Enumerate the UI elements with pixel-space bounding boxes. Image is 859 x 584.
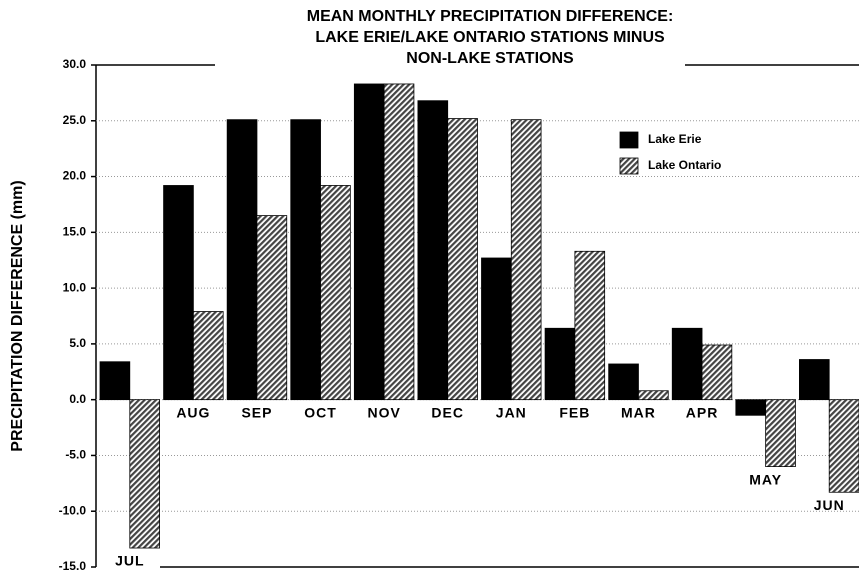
x-tick-label: JUL <box>115 553 144 569</box>
x-tick-label: AUG <box>176 404 210 420</box>
y-tick-label: 10.0 <box>63 280 87 294</box>
chart-title: MEAN MONTHLY PRECIPITATION DIFFERENCE: <box>307 8 674 25</box>
bar <box>290 119 321 401</box>
bar <box>799 359 830 401</box>
y-axis-label: PRECIPITATION DIFFERENCE (mm) <box>9 180 26 451</box>
x-tick-label: MAY <box>749 471 782 487</box>
bar <box>735 399 767 416</box>
y-tick-label: 25.0 <box>63 113 87 127</box>
bar <box>353 83 385 401</box>
bar <box>320 185 351 401</box>
bar <box>163 185 194 401</box>
y-tick-label: 30.0 <box>63 57 87 71</box>
bar <box>828 399 859 493</box>
x-tick-label: OCT <box>304 404 337 420</box>
y-tick-label: 15.0 <box>63 225 87 239</box>
bar <box>192 311 224 401</box>
x-tick-label: APR <box>686 404 719 420</box>
bar <box>574 250 606 401</box>
bar <box>447 118 478 401</box>
bar <box>481 257 512 401</box>
bar <box>671 327 703 401</box>
y-tick-label: 5.0 <box>69 336 86 350</box>
bar <box>99 361 131 401</box>
legend-label: Lake Erie <box>648 132 702 146</box>
bar <box>226 119 258 401</box>
y-tick-label: 20.0 <box>63 169 87 183</box>
y-tick-label: -5.0 <box>65 448 86 462</box>
bar <box>129 399 160 549</box>
x-tick-label: JAN <box>496 404 527 420</box>
bar <box>417 100 449 401</box>
y-tick-label: -10.0 <box>59 503 87 517</box>
bar <box>608 363 639 401</box>
chart-title: NON-LAKE STATIONS <box>406 50 574 67</box>
x-tick-label: NOV <box>367 404 400 420</box>
legend-swatch <box>619 157 639 175</box>
x-tick-label: MAR <box>621 404 656 420</box>
x-tick-label: FEB <box>559 404 590 420</box>
bar <box>256 215 288 401</box>
legend-swatch <box>619 131 639 149</box>
bar <box>544 327 576 401</box>
bar <box>765 399 796 467</box>
x-tick-label: JUN <box>814 497 845 513</box>
bar <box>701 344 733 401</box>
x-tick-label: DEC <box>431 404 464 420</box>
chart-title: LAKE ERIE/LAKE ONTARIO STATIONS MINUS <box>315 29 665 46</box>
bar <box>383 83 415 401</box>
bar <box>638 390 669 401</box>
y-tick-label: 0.0 <box>69 392 86 406</box>
bar <box>510 119 542 401</box>
x-tick-label: SEP <box>241 404 272 420</box>
y-tick-label: -15.0 <box>59 559 87 573</box>
legend-label: Lake Ontario <box>648 158 721 172</box>
